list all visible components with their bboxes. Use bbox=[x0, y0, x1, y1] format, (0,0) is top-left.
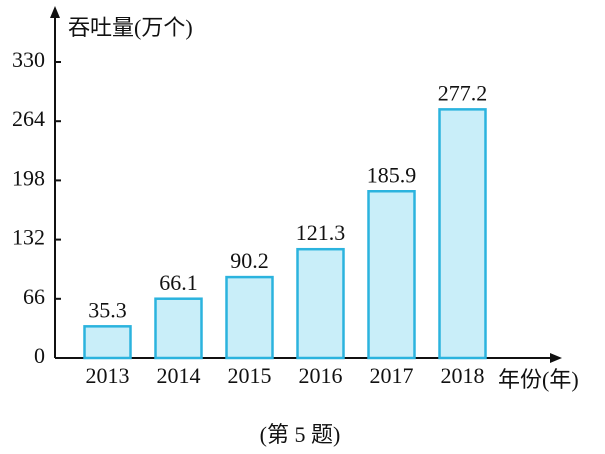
x-tick-label: 2017 bbox=[370, 363, 414, 388]
y-tick-label: 264 bbox=[12, 106, 45, 131]
y-tick-label: 66 bbox=[23, 284, 45, 309]
bar bbox=[296, 247, 345, 360]
x-tick-label: 2015 bbox=[228, 363, 272, 388]
bar bbox=[154, 297, 203, 360]
x-tick-label: 2013 bbox=[86, 363, 130, 388]
y-tick-label: 198 bbox=[12, 165, 45, 190]
y-axis-label: 吞吐量(万个) bbox=[68, 15, 193, 40]
value-label: 90.2 bbox=[230, 248, 269, 273]
caption: (第 5 题) bbox=[260, 422, 341, 447]
value-label: 185.9 bbox=[367, 162, 417, 187]
y-tick-label: 132 bbox=[12, 225, 45, 250]
bar bbox=[83, 325, 132, 360]
x-axis-arrow bbox=[550, 353, 562, 363]
y-tick-label: 330 bbox=[12, 47, 45, 72]
value-label: 277.2 bbox=[438, 80, 488, 105]
x-tick-label: 2016 bbox=[299, 363, 343, 388]
bar bbox=[225, 275, 274, 360]
x-tick-label: 2014 bbox=[157, 363, 201, 388]
bar bbox=[438, 108, 487, 360]
x-axis-label: 年份(年) bbox=[498, 367, 579, 392]
value-label: 35.3 bbox=[88, 297, 127, 322]
value-label: 66.1 bbox=[159, 270, 198, 295]
y-tick-label: 0 bbox=[34, 343, 45, 368]
bar bbox=[367, 190, 416, 360]
x-tick-label: 2018 bbox=[441, 363, 485, 388]
y-axis-arrow bbox=[50, 6, 60, 18]
value-label: 121.3 bbox=[296, 220, 346, 245]
